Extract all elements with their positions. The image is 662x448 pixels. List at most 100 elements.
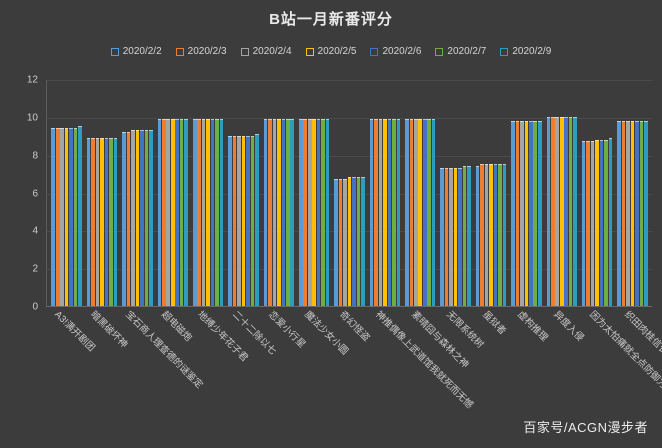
- bar[interactable]: [95, 137, 100, 306]
- bar[interactable]: [192, 118, 197, 306]
- bar[interactable]: [131, 130, 135, 306]
- bar[interactable]: [290, 118, 295, 306]
- bar[interactable]: [149, 130, 153, 306]
- bar[interactable]: [630, 120, 635, 306]
- bar[interactable]: [162, 118, 166, 306]
- legend-item[interactable]: 2020/2/4: [240, 46, 292, 57]
- bar[interactable]: [533, 120, 538, 306]
- bar[interactable]: [369, 118, 374, 306]
- bar[interactable]: [113, 137, 118, 306]
- bar[interactable]: [272, 118, 277, 306]
- legend-item[interactable]: 2020/2/9: [500, 46, 551, 57]
- bar[interactable]: [414, 118, 418, 306]
- bar[interactable]: [511, 120, 515, 306]
- bar[interactable]: [520, 120, 524, 306]
- bar[interactable]: [635, 120, 639, 306]
- legend-item[interactable]: 2020/2/3: [175, 46, 227, 57]
- bar[interactable]: [537, 120, 542, 306]
- bar[interactable]: [467, 166, 471, 306]
- bar[interactable]: [343, 179, 347, 306]
- bar[interactable]: [277, 118, 281, 306]
- bar[interactable]: [215, 118, 219, 306]
- bar[interactable]: [586, 141, 590, 306]
- bar[interactable]: [140, 130, 144, 306]
- bar[interactable]: [440, 167, 445, 306]
- bar[interactable]: [396, 118, 401, 306]
- bar[interactable]: [374, 118, 378, 306]
- bar[interactable]: [157, 118, 162, 306]
- bar[interactable]: [64, 128, 69, 306]
- bar[interactable]: [604, 139, 608, 306]
- bar[interactable]: [356, 177, 361, 306]
- bar[interactable]: [498, 164, 502, 306]
- bar[interactable]: [100, 137, 104, 306]
- bar[interactable]: [484, 164, 489, 306]
- bar[interactable]: [307, 118, 312, 306]
- bar[interactable]: [175, 118, 180, 306]
- bar[interactable]: [69, 128, 73, 306]
- bar[interactable]: [60, 128, 64, 306]
- bar[interactable]: [524, 120, 529, 306]
- bar[interactable]: [405, 118, 409, 306]
- bar[interactable]: [166, 118, 171, 306]
- bar[interactable]: [453, 167, 458, 306]
- bar[interactable]: [338, 179, 343, 306]
- bar[interactable]: [126, 131, 131, 306]
- bar[interactable]: [268, 118, 272, 306]
- bar[interactable]: [422, 118, 427, 306]
- bar[interactable]: [78, 126, 82, 306]
- bar[interactable]: [559, 116, 564, 306]
- bar[interactable]: [179, 118, 184, 306]
- bar[interactable]: [255, 133, 259, 306]
- bar[interactable]: [210, 118, 215, 306]
- legend-item[interactable]: 2020/2/7: [435, 46, 486, 57]
- bar[interactable]: [237, 135, 241, 306]
- bar[interactable]: [568, 116, 573, 306]
- bar[interactable]: [392, 118, 396, 306]
- bar[interactable]: [489, 164, 493, 306]
- bar[interactable]: [104, 137, 109, 306]
- bar[interactable]: [321, 118, 325, 306]
- bar[interactable]: [361, 177, 365, 306]
- bar[interactable]: [418, 118, 423, 306]
- bar[interactable]: [493, 164, 498, 306]
- bar[interactable]: [170, 118, 175, 306]
- bar[interactable]: [409, 118, 414, 306]
- bar[interactable]: [86, 137, 91, 306]
- bar[interactable]: [462, 166, 467, 306]
- bar[interactable]: [51, 128, 56, 306]
- bar[interactable]: [55, 128, 60, 306]
- bar[interactable]: [502, 164, 507, 306]
- bar[interactable]: [184, 118, 188, 306]
- bar[interactable]: [626, 120, 630, 306]
- bar[interactable]: [298, 118, 303, 306]
- bar[interactable]: [73, 128, 78, 306]
- bar[interactable]: [206, 118, 210, 306]
- bar[interactable]: [334, 179, 338, 306]
- bar[interactable]: [458, 167, 462, 306]
- bar[interactable]: [608, 137, 613, 306]
- bar[interactable]: [378, 118, 383, 306]
- bar[interactable]: [595, 139, 599, 306]
- bar[interactable]: [325, 118, 330, 306]
- bar[interactable]: [232, 135, 237, 306]
- bar[interactable]: [241, 135, 246, 306]
- bar[interactable]: [285, 118, 290, 306]
- legend-item[interactable]: 2020/2/6: [370, 46, 421, 57]
- bar[interactable]: [590, 141, 595, 306]
- bar[interactable]: [444, 167, 449, 306]
- bar[interactable]: [91, 137, 95, 306]
- bar[interactable]: [431, 118, 436, 306]
- bar[interactable]: [449, 167, 453, 306]
- legend-item[interactable]: 2020/2/2: [110, 46, 162, 57]
- bar[interactable]: [621, 120, 626, 306]
- bar[interactable]: [347, 177, 352, 306]
- bar[interactable]: [263, 118, 268, 306]
- bar[interactable]: [201, 118, 206, 306]
- bar[interactable]: [303, 118, 308, 306]
- bar[interactable]: [564, 116, 568, 306]
- bar[interactable]: [475, 166, 480, 306]
- bar[interactable]: [135, 130, 140, 306]
- bar[interactable]: [109, 137, 113, 306]
- legend-item[interactable]: 2020/2/5: [305, 46, 356, 57]
